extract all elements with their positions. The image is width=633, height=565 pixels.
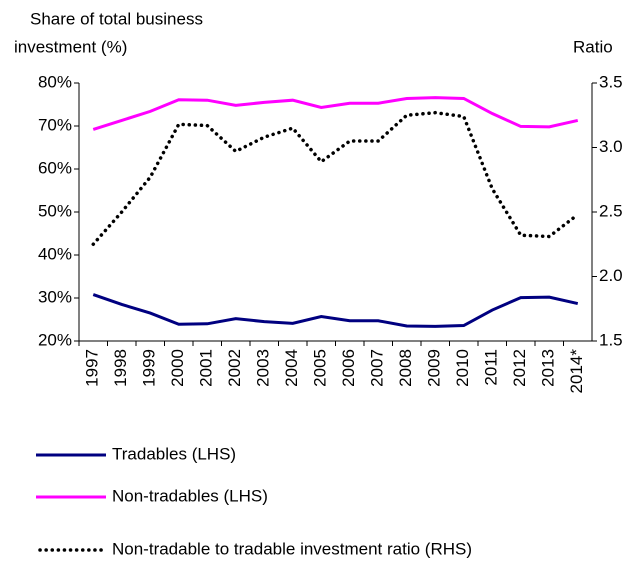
- series-line: [92, 96, 579, 131]
- x-tick-label: 2013: [539, 349, 558, 387]
- x-tick-label: 2006: [339, 349, 358, 387]
- x-tick-label: 2012: [510, 349, 529, 387]
- x-tick-label: 2014*: [567, 349, 586, 394]
- x-tick-label: 2005: [311, 349, 330, 387]
- y-tick-label: 20%: [38, 330, 72, 349]
- legend-label: Tradables (LHS): [112, 444, 236, 463]
- series-line: [91, 110, 580, 246]
- y-tick-label: 30%: [38, 287, 72, 306]
- x-tick-label: 2009: [425, 349, 444, 387]
- x-tick-label: 2000: [168, 349, 187, 387]
- y2-tick-label: 3.5: [599, 72, 623, 91]
- legend-label: Non-tradables (LHS): [112, 486, 268, 505]
- y2-tick-label: 2.5: [599, 201, 623, 220]
- y-tick-label: 50%: [38, 201, 72, 220]
- x-tick-label: 1998: [111, 349, 130, 387]
- x-tick-label: 1997: [83, 349, 102, 387]
- y-tick-label: 60%: [38, 158, 72, 177]
- y2-tick-label: 1.5: [599, 330, 623, 349]
- x-tick-label: 2002: [225, 349, 244, 387]
- y-axis-label: investment (%): [14, 37, 127, 56]
- x-tick-label: 2008: [396, 349, 415, 387]
- x-tick-label: 2007: [368, 349, 387, 387]
- y-tick-label: 40%: [38, 244, 72, 263]
- x-tick-label: 2010: [453, 349, 472, 387]
- series-line: [92, 293, 579, 328]
- y-tick-label: 80%: [38, 72, 72, 91]
- x-tick-label: 1999: [140, 349, 159, 387]
- y2-axis-label: Ratio: [573, 37, 613, 56]
- x-tick-label: 2001: [197, 349, 216, 387]
- x-tick-label: 2004: [282, 349, 301, 387]
- x-tick-label: 2003: [254, 349, 273, 387]
- x-tick-label: 2011: [482, 349, 501, 386]
- legend-label: Non-tradable to tradable investment rati…: [112, 539, 472, 558]
- y2-tick-label: 2.0: [599, 266, 623, 285]
- y2-tick-label: 3.0: [599, 137, 623, 156]
- y-axis-label: Share of total business: [30, 9, 203, 28]
- y-tick-label: 70%: [38, 115, 72, 134]
